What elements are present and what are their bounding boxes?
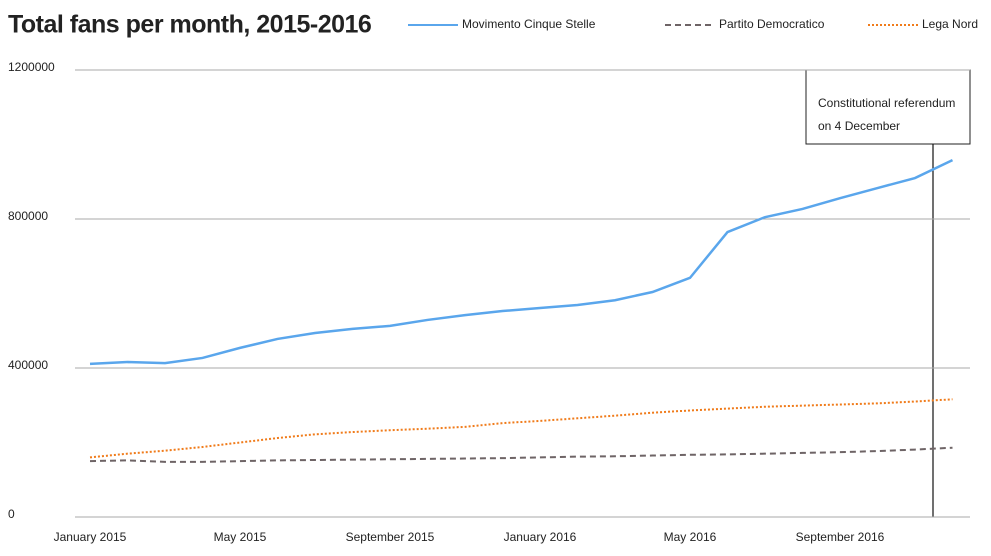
legend-label: Lega Nord <box>922 17 978 31</box>
x-tick-label: May 2016 <box>664 530 717 544</box>
legend-item: Movimento Cinque Stelle <box>408 17 596 31</box>
legend-item: Lega Nord <box>868 17 978 31</box>
legend-item: Partito Democratico <box>665 17 825 31</box>
y-tick-label: 800000 <box>8 209 48 223</box>
series-line <box>89 159 954 366</box>
x-tick-label: January 2015 <box>54 530 127 544</box>
y-tick-label: 400000 <box>8 358 48 372</box>
series-line <box>89 398 953 459</box>
annotation-text: Constitutional referendum <box>818 96 955 110</box>
series-line <box>89 446 953 463</box>
x-tick-label: September 2015 <box>346 530 435 544</box>
y-tick-label: 1200000 <box>8 60 55 74</box>
legend-label: Partito Democratico <box>719 17 825 31</box>
x-tick-label: May 2015 <box>214 530 267 544</box>
chart-title: Total fans per month, 2015-2016 <box>8 11 371 39</box>
y-tick-label: 0 <box>8 507 15 521</box>
x-tick-label: January 2016 <box>504 530 577 544</box>
x-tick-label: September 2016 <box>796 530 885 544</box>
annotation-box <box>805 69 971 145</box>
legend-label: Movimento Cinque Stelle <box>462 17 596 31</box>
annotation-text: on 4 December <box>818 119 900 133</box>
